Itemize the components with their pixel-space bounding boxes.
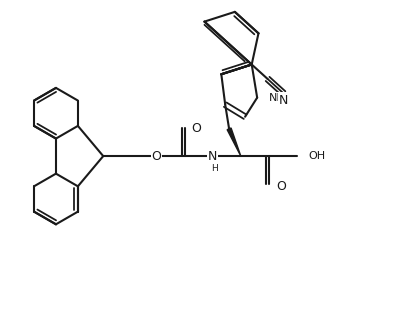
- Text: H: H: [211, 164, 218, 173]
- Polygon shape: [227, 128, 241, 156]
- Text: O: O: [276, 180, 286, 193]
- Text: O: O: [152, 150, 162, 163]
- Text: N: N: [279, 94, 288, 107]
- Text: NH: NH: [269, 93, 286, 103]
- Text: N: N: [208, 150, 218, 163]
- Text: O: O: [192, 122, 201, 134]
- Text: OH: OH: [309, 151, 326, 161]
